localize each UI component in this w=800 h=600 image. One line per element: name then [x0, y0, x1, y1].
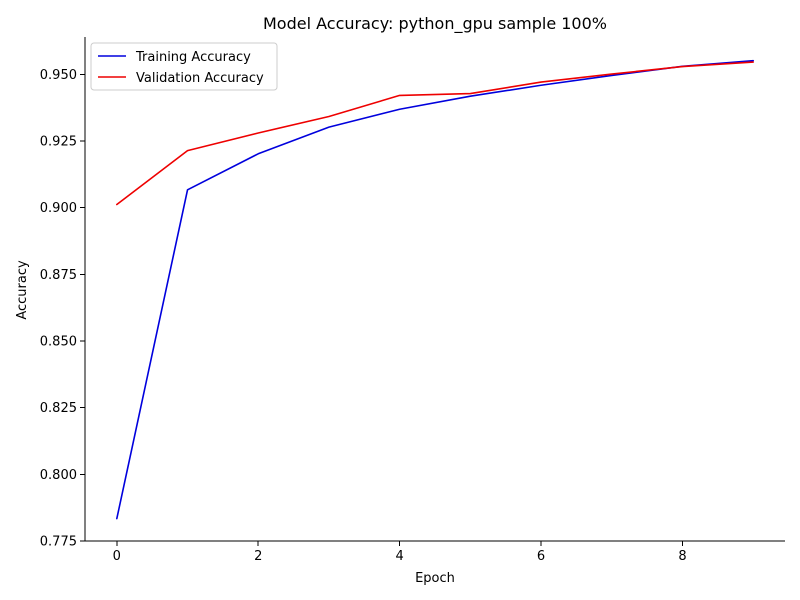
y-tick-label: 0.850	[40, 335, 77, 350]
legend-item-validation: Validation Accuracy	[98, 71, 264, 86]
y-tick-label: 0.875	[40, 268, 77, 283]
validation-accuracy-line	[116, 61, 754, 206]
y-tick-label: 0.925	[40, 135, 77, 150]
x-tick-label: 6	[537, 549, 545, 564]
series-lines	[116, 59, 754, 520]
y-tick-label: 0.900	[40, 201, 77, 216]
y-tick-label: 0.825	[40, 401, 77, 416]
legend-label-validation: Validation Accuracy	[136, 71, 264, 86]
x-tick-label: 0	[113, 549, 121, 564]
x-tick-label: 2	[254, 549, 262, 564]
legend-box	[90, 42, 278, 91]
x-axis-ticks: 0 2 4 6 8	[113, 541, 687, 564]
chart-title: Model Accuracy: python_gpu sample 100%	[263, 14, 607, 34]
training-accuracy-line	[116, 59, 754, 520]
y-tick-label: 0.800	[40, 468, 77, 483]
y-axis-title: Accuracy	[15, 260, 30, 320]
y-tick-label: 0.775	[40, 535, 77, 550]
legend-item-training: Training Accuracy	[98, 50, 251, 65]
y-axis-ticks: 0.775 0.800 0.825 0.850 0.875 0.900 0.925 0.950	[40, 68, 85, 550]
x-tick-label: 8	[678, 549, 686, 564]
legend-label-training: Training Accuracy	[135, 50, 251, 65]
x-axis-title: Epoch	[415, 571, 455, 586]
x-tick-label: 4	[396, 549, 404, 564]
plot-area: 0 2 4 6 8 0.775 0.800 0.825 0.850 0.875 0.900 0.92…	[40, 37, 785, 564]
legend: Training Accuracy Validation Accuracy	[90, 42, 278, 91]
y-tick-label: 0.950	[40, 68, 77, 83]
